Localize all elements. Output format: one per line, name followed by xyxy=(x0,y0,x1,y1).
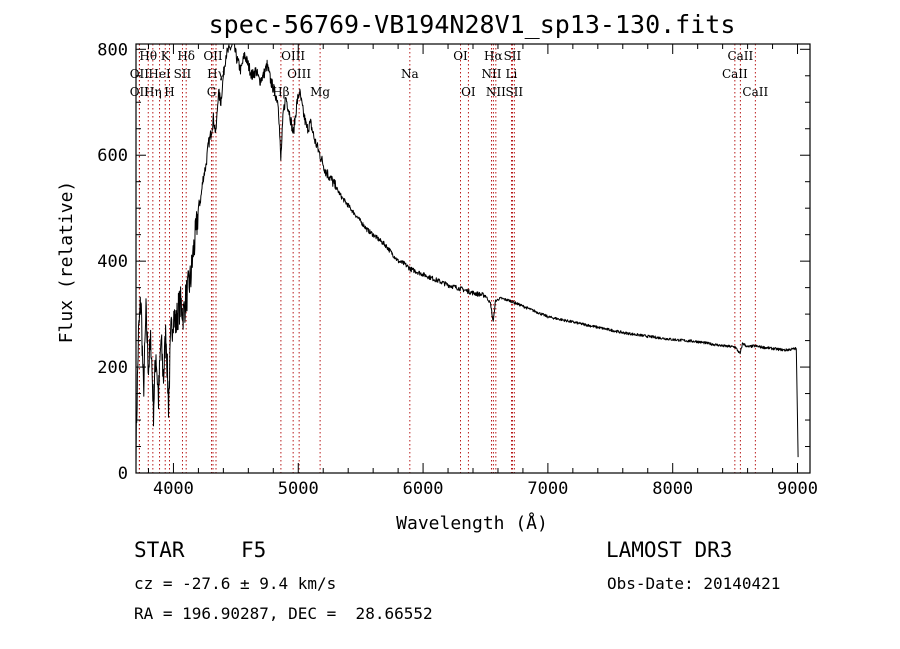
line-label-21: NII xyxy=(486,85,506,99)
plot-frame xyxy=(135,43,811,474)
line-label-20: Hα xyxy=(484,49,503,63)
line-label-2: OII xyxy=(130,85,150,99)
line-label-8: Hδ xyxy=(177,49,195,63)
x-tick-label: 9000 xyxy=(777,479,818,499)
line-label-24: SII xyxy=(505,85,523,99)
line-label-15: Mg xyxy=(310,85,330,99)
redshift-velocity: cz = -27.6 ± 9.4 km/s xyxy=(134,574,337,593)
coordinates: RA = 196.90287, DEC = 28.66552 xyxy=(134,604,433,623)
spectrum-layer xyxy=(135,43,799,466)
spectral-line-markers xyxy=(138,44,756,473)
line-label-11: G xyxy=(207,85,217,99)
line-label-17: OI xyxy=(453,49,468,63)
line-label-7: SII xyxy=(174,67,192,81)
line-label-22: Li xyxy=(506,67,518,81)
line-label-26: CaII xyxy=(727,49,753,63)
line-label-18: OI xyxy=(461,85,476,99)
observation-date: Obs-Date: 20140421 xyxy=(607,574,781,593)
line-label-16: Na xyxy=(401,67,419,81)
object-subclass: F5 xyxy=(241,538,267,562)
line-label-27: CaII xyxy=(742,85,768,99)
line-label-5: Hη xyxy=(144,85,162,99)
y-tick-label: 600 xyxy=(97,146,128,166)
x-tick-label: 4000 xyxy=(153,479,194,499)
y-tick-label: 200 xyxy=(97,358,128,378)
line-label-23: SII xyxy=(504,49,522,63)
line-label-13: OIII xyxy=(281,49,305,63)
x-tick-label: 5000 xyxy=(278,479,319,499)
y-tick-label: 800 xyxy=(97,40,128,60)
spectrum-line xyxy=(135,43,799,466)
line-label-1: OII xyxy=(130,67,150,81)
line-label-12: Hβ xyxy=(272,85,289,99)
line-label-19: NII xyxy=(481,67,501,81)
x-axis-label: Wavelength (Å) xyxy=(396,512,548,534)
y-axis-label: Flux (relative) xyxy=(56,181,77,344)
x-tick-label: 6000 xyxy=(403,479,444,499)
y-tick-label: 400 xyxy=(97,252,128,272)
line-label-25: CaII xyxy=(722,67,748,81)
object-class: STAR xyxy=(134,538,185,562)
line-label-4: H xyxy=(164,85,174,99)
line-label-0: Hθ xyxy=(139,49,157,63)
line-label-3: K xyxy=(161,49,171,63)
x-tick-label: 8000 xyxy=(652,479,693,499)
x-tick-label: 7000 xyxy=(527,479,568,499)
y-tick-label: 0 xyxy=(118,464,128,484)
line-label-10: Hγ xyxy=(207,67,225,81)
y-axis: 0 200 400 600 800 xyxy=(97,40,810,484)
survey-name: LAMOST DR3 xyxy=(606,538,733,562)
chart-title: spec-56769-VB194N28V1_sp13-130.fits xyxy=(209,10,736,39)
line-label-9: OII xyxy=(203,49,223,63)
line-label-14: OIII xyxy=(287,67,311,81)
x-axis: 4000 5000 6000 7000 8000 9000 xyxy=(147,44,818,499)
line-label-6: HeI xyxy=(148,67,171,81)
